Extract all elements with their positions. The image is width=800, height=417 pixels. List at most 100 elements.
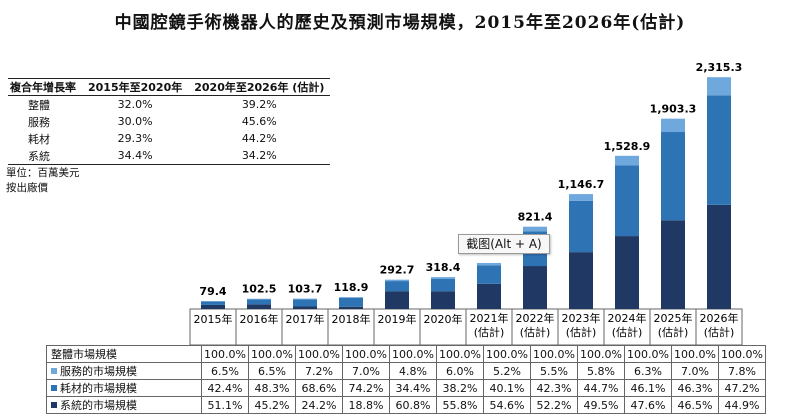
data-cell: 47.2% bbox=[718, 379, 766, 397]
data-row-label: 系統的市場規模 bbox=[46, 396, 202, 414]
bar-total-label: 318.4 bbox=[426, 261, 461, 274]
data-cell: 100.0% bbox=[201, 345, 249, 363]
bar-segment-consumables bbox=[569, 200, 593, 253]
data-cell: 74.2% bbox=[342, 379, 390, 397]
data-cell: 100.0% bbox=[483, 345, 531, 363]
cagr-value: 29.3% bbox=[117, 132, 153, 145]
bar-segment-service bbox=[477, 262, 501, 266]
cagr-value: 45.6% bbox=[241, 115, 277, 128]
cagr-row: 服務 30.0% 45.6% bbox=[8, 113, 330, 130]
data-cell: 7.2% bbox=[295, 362, 343, 380]
cagr-row: 系統 34.4% 34.2% bbox=[8, 147, 331, 165]
year-tick-label: 2022年 bbox=[516, 311, 555, 325]
data-cell: 38.2% bbox=[436, 379, 484, 397]
bar-segment-consumables bbox=[661, 132, 685, 221]
year-tick-label: (估計) bbox=[704, 325, 735, 339]
cagr-header-2015-2020: 2015年至2020年 bbox=[82, 78, 189, 96]
bar-segment-system bbox=[523, 266, 547, 309]
bar-segment-system bbox=[569, 252, 593, 309]
bar-segment-service bbox=[661, 118, 685, 133]
data-row-label: 服務的市場規模 bbox=[46, 362, 202, 380]
cagr-row-label: 服務 bbox=[28, 115, 50, 129]
data-cell: 100.0% bbox=[436, 345, 484, 363]
bar-segment-service bbox=[569, 194, 593, 201]
year-tick-label: (估計) bbox=[474, 325, 505, 339]
year-tick-label: 2023年 bbox=[562, 311, 601, 325]
data-cell: 100.0% bbox=[342, 345, 390, 363]
bar-segment-system bbox=[339, 306, 363, 309]
data-cell: 54.6% bbox=[483, 396, 531, 414]
year-tick-label: 2018年 bbox=[332, 312, 371, 326]
bar-segment-system bbox=[201, 304, 225, 309]
year-tick-label: 2025年 bbox=[654, 311, 693, 325]
bar-total-label: 2,315.3 bbox=[696, 61, 743, 74]
data-cell: 49.5% bbox=[577, 396, 625, 414]
data-cell: 4.8% bbox=[389, 362, 437, 380]
data-cell: 6.0% bbox=[436, 362, 484, 380]
cagr-header-label: 複合年增長率 bbox=[8, 78, 82, 96]
data-cell: 6.5% bbox=[201, 362, 249, 380]
data-table-row: 服務的市場規模 6.5% 6.5% 7.2% 7.0% 4.8% 6.0% 5.2% 5.5% 5… bbox=[46, 362, 766, 380]
data-cell: 42.3% bbox=[530, 379, 578, 397]
cagr-value: 39.2% bbox=[241, 98, 277, 111]
data-cell: 100.0% bbox=[671, 345, 719, 363]
data-cell: 7.0% bbox=[671, 362, 719, 380]
bar-total-label: 103.7 bbox=[288, 283, 323, 296]
bar-segment-service bbox=[339, 297, 363, 298]
data-cell: 42.4% bbox=[201, 379, 249, 397]
bar-segment-consumables bbox=[431, 279, 455, 292]
cagr-value: 30.0% bbox=[117, 115, 153, 128]
bar-segment-system bbox=[477, 283, 501, 309]
data-cell: 100.0% bbox=[718, 345, 766, 363]
cagr-header-2020-2026: 2020年至2026年 (估計) bbox=[188, 78, 331, 96]
bar-total-label: 118.9 bbox=[334, 281, 369, 294]
cagr-row: 整體 32.0% 39.2% bbox=[8, 96, 330, 114]
bar-total-label: 1,903.3 bbox=[650, 103, 697, 116]
cagr-row-label: 整體 bbox=[28, 98, 50, 112]
data-cell: 68.6% bbox=[295, 379, 343, 397]
data-cell: 44.7% bbox=[577, 379, 625, 397]
data-cell: 51.1% bbox=[201, 396, 249, 414]
cagr-value: 34.2% bbox=[188, 147, 331, 165]
bar-segment-consumables bbox=[247, 299, 271, 305]
data-cell: 6.3% bbox=[624, 362, 672, 380]
year-tick-label: (估計) bbox=[520, 325, 551, 339]
data-cell: 7.0% bbox=[342, 362, 390, 380]
data-row-label: 耗材的市場規模 bbox=[46, 379, 202, 397]
year-tick-label: 2021年 bbox=[470, 311, 509, 325]
data-row-label-text: 服務的市場規模 bbox=[60, 365, 137, 378]
data-cell: 100.0% bbox=[248, 345, 296, 363]
bar-segment-service bbox=[247, 298, 271, 300]
data-cell: 47.6% bbox=[624, 396, 672, 414]
data-cell: 100.0% bbox=[577, 345, 625, 363]
unit-note: 單位：百萬美元 按出廠價 bbox=[6, 166, 80, 196]
bar-total-label: 292.7 bbox=[380, 264, 415, 277]
data-row-label: 整體市場規模 bbox=[46, 345, 202, 363]
bar-segment-service bbox=[431, 277, 455, 280]
data-cell: 52.2% bbox=[530, 396, 578, 414]
bar-segment-system bbox=[431, 291, 455, 309]
cagr-row-label: 系統 bbox=[8, 147, 82, 165]
data-cell: 40.1% bbox=[483, 379, 531, 397]
data-row-label-text: 系統的市場規模 bbox=[60, 399, 137, 412]
year-tick-label: 2019年 bbox=[378, 312, 417, 326]
bar-segment-consumables bbox=[707, 95, 731, 205]
data-cell: 18.8% bbox=[342, 396, 390, 414]
data-row-label-text: 耗材的市場規模 bbox=[60, 382, 137, 395]
bar-segment-service bbox=[293, 298, 317, 300]
bar-total-label: 1,146.7 bbox=[558, 178, 605, 191]
bar-segment-service bbox=[615, 155, 639, 166]
data-cell: 5.5% bbox=[530, 362, 578, 380]
bar-total-label: 1,528.9 bbox=[604, 140, 651, 153]
cagr-row: 耗材 29.3% 44.2% bbox=[8, 130, 330, 147]
data-cell: 46.3% bbox=[671, 379, 719, 397]
data-cell: 100.0% bbox=[389, 345, 437, 363]
bar-segment-system bbox=[661, 220, 685, 309]
data-cell: 100.0% bbox=[624, 345, 672, 363]
bar-segment-system bbox=[293, 306, 317, 309]
data-cell: 6.5% bbox=[248, 362, 296, 380]
cagr-row-label: 耗材 bbox=[28, 132, 50, 146]
year-tick-label: 2024年 bbox=[608, 311, 647, 325]
cagr-value: 44.2% bbox=[241, 132, 277, 145]
